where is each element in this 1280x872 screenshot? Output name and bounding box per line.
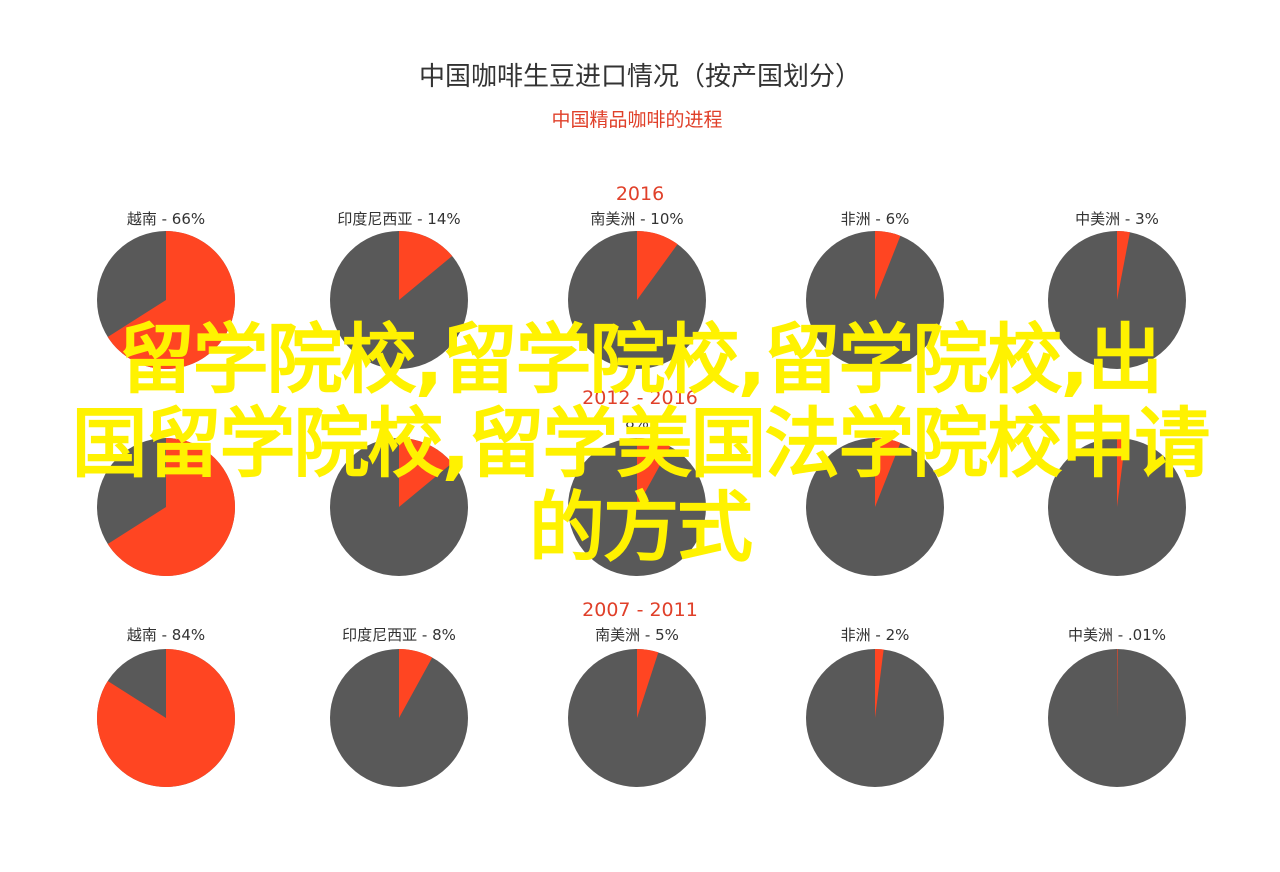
pie: 越南 - 66% xyxy=(97,210,235,370)
period-label: 2007 - 2011 xyxy=(582,599,698,621)
pie-slice xyxy=(399,438,453,507)
pie-slice xyxy=(875,649,884,718)
pie: 印度尼西亚 - 14% xyxy=(330,210,468,369)
pie-slice xyxy=(1117,231,1130,300)
pie xyxy=(330,438,468,576)
pie-label: 中美洲 - 3% xyxy=(1075,210,1159,228)
pie: 中美洲 - .01% xyxy=(1048,626,1186,787)
pie-label: 中美洲 - .01% xyxy=(1068,626,1166,644)
pie-label: 南美洲 - 10% xyxy=(590,210,683,228)
pie xyxy=(1048,438,1186,576)
chart-title: 中国咖啡生豆进口情况（按产国划分） xyxy=(419,62,861,92)
pie-slice xyxy=(107,438,235,576)
period-label: 2012 - 2016 xyxy=(582,387,698,409)
pie-slice xyxy=(637,438,671,507)
period-label: 2016 xyxy=(616,183,664,205)
pie: 非洲 - 2% xyxy=(806,626,944,787)
pie: 南美洲 - 5% xyxy=(568,626,706,787)
pie-slice xyxy=(107,231,235,370)
pie xyxy=(806,438,944,576)
pie-slice xyxy=(399,231,453,300)
pie: 印度尼西亚 - 8% xyxy=(330,626,468,787)
pie-slice xyxy=(1117,438,1126,507)
chart-subtitle: 中国精品咖啡的进程 xyxy=(551,109,722,131)
pie-slice xyxy=(875,438,901,507)
pie-label: 非洲 - 2% xyxy=(841,626,910,644)
pie: 南美洲 - 10% xyxy=(568,210,706,369)
pie: 8% xyxy=(568,414,706,576)
pie-label: 8% xyxy=(625,414,649,432)
pie: 中美洲 - 3% xyxy=(1048,210,1186,369)
pie-label: 越南 - 84% xyxy=(127,626,205,644)
pie-row: 2016 越南 - 66% 印度尼西亚 - 14% 南美洲 - 10% 非洲 - 6% 中… xyxy=(97,183,1186,370)
pie-label: 印度尼西亚 - 8% xyxy=(342,626,456,644)
pie xyxy=(97,438,235,576)
pie-label: 非洲 - 6% xyxy=(841,210,910,228)
pie-slice xyxy=(1117,649,1118,718)
pie-slice xyxy=(96,649,236,788)
pie-label: 南美洲 - 5% xyxy=(595,626,679,644)
pie-slice xyxy=(875,231,901,300)
pie-row: 2012 - 2016 8% xyxy=(97,387,1186,576)
pie: 越南 - 84% xyxy=(96,626,236,788)
pie-label: 印度尼西亚 - 14% xyxy=(337,210,460,228)
pie-rows: 2016 越南 - 66% 印度尼西亚 - 14% 南美洲 - 10% 非洲 - 6% 中… xyxy=(96,183,1186,788)
pie-label: 越南 - 66% xyxy=(127,210,205,228)
pie: 非洲 - 6% xyxy=(806,210,944,369)
pie-slice xyxy=(637,649,659,718)
pie-row: 2007 - 2011 越南 - 84% 印度尼西亚 - 8% 南美洲 - 5% 非洲 … xyxy=(96,599,1186,788)
pie-slice xyxy=(399,649,433,718)
pie-slice xyxy=(637,231,678,300)
